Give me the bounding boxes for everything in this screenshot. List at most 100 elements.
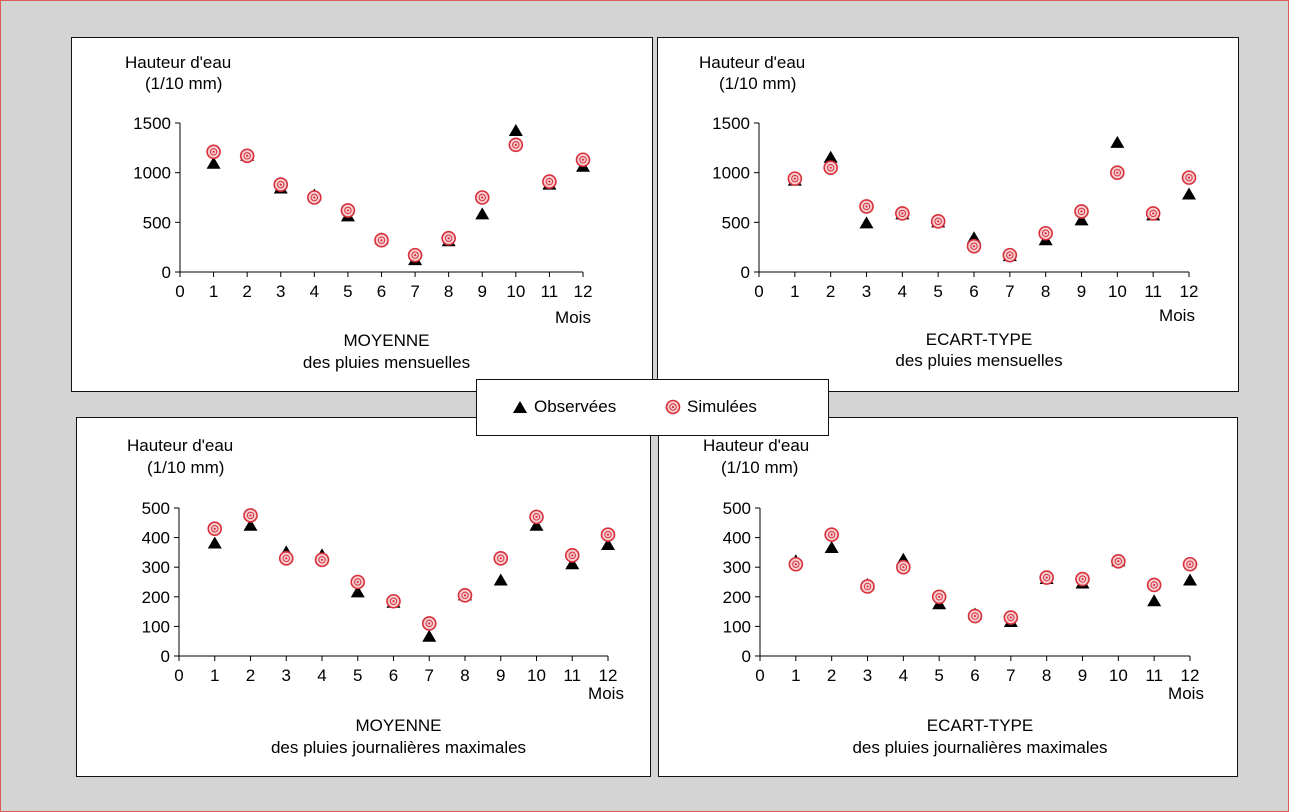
x-tick-label: 6	[969, 282, 978, 301]
observed-point	[508, 123, 523, 136]
simulated-point-center	[246, 154, 249, 157]
simulated-point-ring	[512, 141, 520, 149]
x-tick-label: 11	[541, 282, 559, 301]
simulated-point-ring	[1041, 229, 1050, 237]
simulated-point-ring	[863, 582, 872, 591]
x-tick-label: 9	[496, 666, 505, 685]
simulated-point-center	[1081, 577, 1084, 581]
chart-subtitle: des pluies mensuelles	[303, 353, 470, 372]
simulated-point-ring	[934, 217, 942, 226]
x-tick-label: 0	[755, 666, 764, 685]
y-tick-label: 1000	[712, 164, 750, 183]
simulated-point-center	[313, 196, 316, 199]
y-axis-unit: (1/10 mm)	[721, 458, 798, 477]
x-tick-label: 12	[1180, 282, 1199, 301]
x-tick-label: 5	[933, 282, 942, 301]
x-tick-label: 3	[276, 282, 285, 301]
simulated-point-center	[1152, 212, 1155, 215]
x-tick-label: 12	[599, 666, 618, 685]
y-tick-label: 400	[723, 529, 751, 548]
x-tick-label: 11	[563, 666, 581, 685]
x-tick-label: 6	[970, 666, 979, 685]
simulated-point-ring	[211, 525, 219, 533]
x-tick-label: 3	[863, 666, 872, 685]
y-tick-label: 500	[143, 213, 171, 232]
y-tick-label: 500	[142, 499, 170, 518]
simulated-point-ring	[246, 511, 255, 520]
x-tick-label: 12	[574, 282, 593, 301]
simulated-point-center	[938, 595, 941, 598]
y-tick-label: 400	[142, 529, 170, 548]
chart-panel-daily-max-stddev: Hauteur d'eau (1/10 mm) 0 100 200 300 400 500 0 1…	[658, 417, 1238, 777]
simulated-point-ring	[318, 556, 326, 564]
x-tick-label: 10	[1108, 282, 1127, 301]
legend-label-simulated: Simulées	[687, 397, 757, 416]
observed-point	[493, 573, 508, 586]
x-tick-label: 10	[527, 666, 546, 685]
simulated-point-ring	[243, 152, 251, 160]
simulated-point-center	[1187, 176, 1191, 179]
simulated-point-ring	[310, 193, 319, 202]
simulated-point-ring	[604, 530, 612, 539]
simulated-point-ring	[354, 578, 362, 586]
x-tick-label: 1	[210, 666, 219, 685]
observed-point	[422, 629, 437, 642]
chart-title: MOYENNE	[344, 331, 430, 350]
x-tick-label: 11	[1144, 282, 1162, 301]
observed-point	[823, 150, 838, 163]
simulated-point-center	[1009, 616, 1012, 619]
simulated-point-center	[535, 515, 538, 518]
y-axis-label: Hauteur d'eau	[127, 436, 233, 455]
simulated-point-center	[866, 585, 869, 588]
y-tick-label: 0	[161, 647, 170, 666]
x-tick-label: 0	[174, 666, 183, 685]
x-tick-label: 5	[934, 666, 943, 685]
x-tick-label: 8	[444, 282, 453, 301]
simulated-point-ring	[1149, 209, 1157, 218]
x-axis-label: Mois	[1159, 306, 1195, 325]
legend: Observées Simulées	[476, 379, 829, 436]
simulated-point-center	[829, 166, 832, 169]
simulated-point-center	[428, 622, 431, 625]
observed-point	[1183, 573, 1197, 586]
x-tick-label: 7	[1006, 666, 1015, 685]
simulated-point-center	[213, 527, 216, 530]
x-tick-label: 2	[246, 666, 255, 685]
simulated-point-center	[794, 563, 797, 566]
observed-triangle-icon	[513, 401, 527, 413]
simulated-point-ring	[1186, 560, 1194, 568]
chart-title: ECART-TYPE	[926, 330, 1032, 349]
x-axis-label: Mois	[1168, 684, 1204, 703]
simulated-circle-icon	[665, 399, 681, 415]
simulated-point-center	[380, 239, 383, 242]
x-tick-label: 4	[899, 666, 908, 685]
simulated-point-center	[973, 614, 977, 618]
x-tick-label: 6	[389, 666, 398, 685]
simulated-point-ring	[899, 563, 908, 571]
simulated-point-center	[1044, 232, 1047, 235]
simulated-point-center	[463, 594, 467, 597]
x-tick-label: 2	[827, 666, 836, 685]
x-tick-label: 2	[826, 282, 835, 301]
y-tick-label: 0	[742, 647, 751, 666]
x-tick-label: 1	[209, 282, 218, 301]
x-tick-label: 1	[790, 282, 799, 301]
simulated-point-center	[514, 143, 517, 146]
y-axis-label: Hauteur d'eau	[703, 436, 809, 455]
simulated-point-ring	[209, 148, 218, 156]
simulated-point-ring	[898, 209, 907, 218]
x-tick-label: 1	[791, 666, 800, 685]
y-tick-label: 200	[723, 588, 751, 607]
simulated-point-center	[1045, 576, 1048, 579]
x-tick-label: 2	[242, 282, 251, 301]
simulated-point-ring	[277, 180, 285, 189]
x-tick-label: 7	[1005, 282, 1014, 301]
observed-point	[1110, 135, 1125, 148]
legend-label-observed: Observées	[534, 397, 617, 416]
y-axis-label: Hauteur d'eau	[699, 53, 805, 72]
y-tick-label: 1000	[133, 164, 171, 183]
observed-point	[1182, 187, 1196, 200]
y-axis-unit: (1/10 mm)	[145, 74, 222, 93]
x-tick-label: 10	[1109, 666, 1128, 685]
